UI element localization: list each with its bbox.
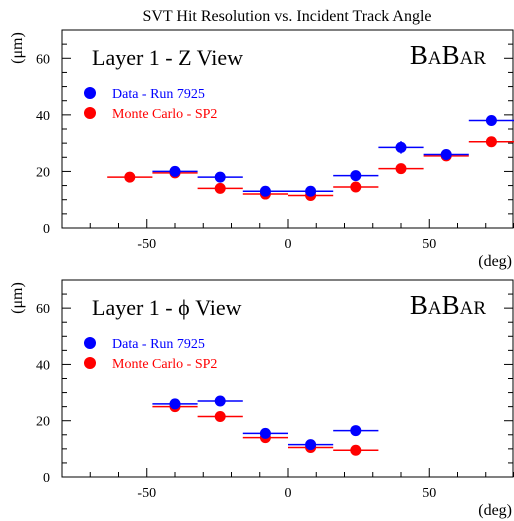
data-point — [468, 136, 514, 148]
legend-label: Data - Run 7925 — [112, 337, 205, 352]
legend-label: Data - Run 7925 — [112, 87, 205, 102]
y-tick-label: 0 — [43, 222, 50, 237]
data-point — [242, 427, 288, 439]
point-marker — [350, 444, 362, 456]
data-point — [197, 395, 243, 407]
point-marker — [395, 141, 407, 153]
y-tick-label: 40 — [36, 109, 50, 124]
point-marker — [169, 165, 181, 177]
logo-letter: B — [442, 40, 460, 70]
x-tick-label: 50 — [422, 237, 436, 252]
babar-logo: BABAR — [410, 290, 487, 320]
y-axis-label: (μm) — [9, 282, 26, 314]
y-tick-label: 60 — [36, 302, 50, 317]
data-point — [333, 425, 379, 437]
point-marker — [214, 171, 226, 183]
series-data — [152, 395, 379, 451]
point-marker — [259, 427, 271, 439]
data-point — [288, 185, 334, 197]
logo-letter: B — [410, 40, 428, 70]
point-marker — [305, 439, 317, 451]
series-data — [152, 115, 514, 197]
point-marker — [350, 170, 362, 182]
point-marker — [214, 182, 226, 194]
logo-letter: A — [428, 298, 442, 319]
y-tick-label: 40 — [36, 358, 50, 373]
x-axis-label: (deg) — [478, 253, 512, 270]
y-tick-label: 20 — [36, 415, 50, 430]
point-marker — [350, 181, 362, 193]
legend-marker — [84, 337, 96, 349]
y-tick-label: 60 — [36, 52, 50, 67]
logo-letter: R — [473, 298, 486, 319]
logo-letter: A — [460, 48, 474, 69]
data-point — [197, 182, 243, 194]
point-marker — [485, 115, 497, 127]
babar-logo: BABAR — [410, 40, 487, 70]
panel-title: Layer 1 - ϕ View — [92, 295, 242, 320]
point-marker — [305, 185, 317, 197]
y-tick-label: 0 — [43, 471, 50, 486]
data-point — [333, 181, 379, 193]
data-point — [197, 410, 243, 422]
data-point — [423, 148, 469, 160]
x-tick-label: 0 — [285, 486, 292, 501]
legend-label: Monte Carlo - SP2 — [112, 357, 217, 372]
x-tick-label: 50 — [422, 486, 436, 501]
data-point — [152, 165, 198, 177]
logo-letter: A — [428, 48, 442, 69]
data-point — [333, 444, 379, 456]
data-point — [378, 163, 424, 175]
point-marker — [350, 425, 362, 437]
point-marker — [214, 410, 226, 422]
logo-letter: B — [410, 290, 428, 320]
data-point — [242, 185, 288, 197]
point-marker — [485, 136, 497, 148]
point-marker — [124, 171, 136, 183]
data-point — [107, 171, 153, 183]
data-point — [288, 439, 334, 451]
figure-title: SVT Hit Resolution vs. Incident Track An… — [142, 8, 431, 25]
point-marker — [214, 395, 226, 407]
logo-letter: A — [460, 298, 474, 319]
legend-marker — [84, 357, 96, 369]
data-point — [197, 171, 243, 183]
y-tick-label: 20 — [36, 165, 50, 180]
logo-letter: B — [442, 290, 460, 320]
legend-marker — [84, 107, 96, 119]
legend-marker — [84, 87, 96, 99]
point-marker — [440, 148, 452, 160]
point-marker — [259, 185, 271, 197]
legend-label: Monte Carlo - SP2 — [112, 107, 217, 122]
data-point — [468, 115, 514, 127]
x-tick-label: -50 — [137, 486, 156, 501]
point-marker — [169, 398, 181, 410]
y-axis-label: (μm) — [9, 32, 26, 64]
logo-letter: R — [473, 48, 486, 69]
data-point — [152, 398, 198, 410]
x-tick-label: -50 — [137, 237, 156, 252]
data-point — [333, 170, 379, 182]
point-marker — [395, 163, 407, 175]
data-point — [378, 141, 424, 154]
x-tick-label: 0 — [285, 237, 292, 252]
panel-title: Layer 1 - Z View — [92, 45, 243, 70]
x-axis-label: (deg) — [478, 502, 512, 519]
